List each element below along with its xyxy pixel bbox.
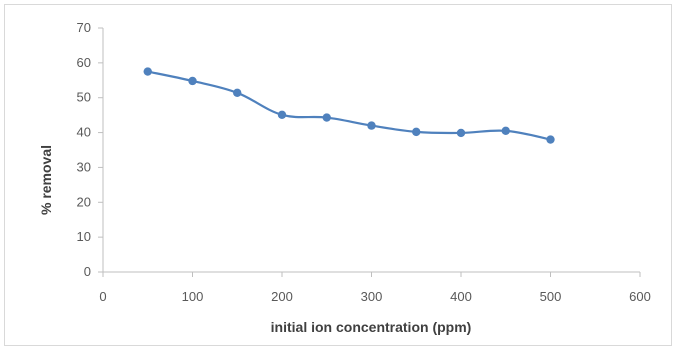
data-point bbox=[367, 121, 376, 130]
data-point bbox=[277, 110, 287, 119]
x-tick-label: 300 bbox=[361, 289, 383, 304]
y-axis-title: % removal bbox=[38, 145, 54, 215]
data-point bbox=[412, 127, 421, 137]
y-tick-label: 0 bbox=[84, 264, 91, 279]
data-point bbox=[456, 128, 466, 138]
y-axis: 0 10 20 30 40 50 60 70 bbox=[77, 20, 104, 279]
series-layer bbox=[143, 67, 555, 144]
x-tick-label: 0 bbox=[99, 289, 106, 304]
y-tick-label: 20 bbox=[77, 194, 91, 209]
data-point bbox=[233, 88, 242, 98]
x-axis-title: initial ion concentration (ppm) bbox=[271, 319, 472, 335]
y-tick-label: 40 bbox=[77, 125, 91, 140]
x-tick-label: 500 bbox=[540, 289, 562, 304]
y-tick-label: 60 bbox=[77, 55, 91, 70]
series-line bbox=[147, 70, 551, 141]
x-tick-label: 600 bbox=[629, 289, 651, 304]
y-tick-label: 70 bbox=[77, 20, 91, 35]
x-axis: 0 100 200 300 400 500 600 bbox=[99, 271, 651, 304]
y-tick-label: 10 bbox=[77, 229, 91, 244]
data-point bbox=[501, 126, 510, 136]
chart-frame bbox=[4, 4, 672, 346]
y-tick-label: 30 bbox=[77, 159, 91, 174]
x-tick-label: 100 bbox=[182, 289, 204, 304]
data-point bbox=[143, 67, 152, 76]
y-tick-label: 50 bbox=[77, 90, 91, 105]
data-point bbox=[322, 113, 331, 122]
x-tick-label: 200 bbox=[271, 289, 293, 304]
data-point bbox=[188, 76, 197, 86]
x-tick-label: 400 bbox=[450, 289, 472, 304]
data-point bbox=[546, 135, 555, 144]
